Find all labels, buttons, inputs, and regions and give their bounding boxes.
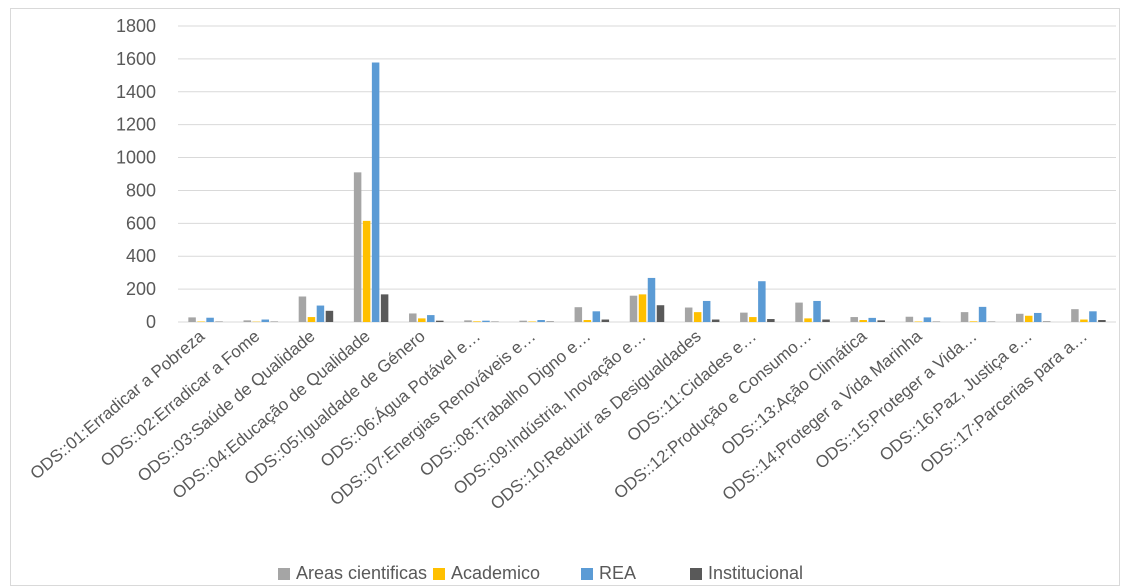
bar [749,317,757,322]
bar [188,317,196,322]
bar [629,295,638,322]
category-label: ODS::04:Educação de Qualidade [169,327,374,503]
bar [574,307,583,322]
bar [1080,319,1088,322]
bar [1098,320,1106,322]
y-tick-label: 1400 [116,82,156,102]
bar [482,320,490,322]
bar [740,312,748,322]
bar [316,305,325,322]
legend-label: Areas cientificas [296,563,427,583]
legend-swatch [581,568,593,580]
bar [850,317,858,322]
y-tick-label: 1200 [116,115,156,135]
bar [702,300,711,322]
bar [656,305,665,322]
bar [960,312,969,322]
bar [464,320,472,322]
y-tick-label: 1600 [116,49,156,69]
bar [1089,311,1097,322]
bar [1015,313,1024,322]
bar [519,320,527,322]
bar [978,306,987,322]
bar [647,277,656,322]
bar [905,316,914,322]
bar [1033,312,1042,322]
legend-label: Institucional [708,563,803,583]
y-tick-label: 200 [126,279,156,299]
bar [923,317,932,322]
bar [380,294,389,322]
bar [206,317,214,322]
bar [261,319,270,322]
bar [767,319,775,322]
bar [418,318,426,322]
chart-frame [10,8,1120,586]
bar [592,311,601,322]
bar [601,319,610,322]
bar [804,318,812,322]
bar [362,220,371,322]
y-tick-label: 800 [126,180,156,200]
bar [868,317,876,322]
bar [371,62,380,323]
bar [758,281,766,322]
bar [325,310,334,322]
y-tick-label: 1800 [116,16,156,36]
bar [307,317,316,322]
bar [1071,309,1079,322]
bar [1024,315,1033,322]
category-label: ODS::12:Produção e Consumo… [610,327,815,503]
legend-label: REA [599,563,636,583]
legend-label: Academico [451,563,540,583]
legend-swatch [690,568,702,580]
bar [969,321,978,322]
bar [473,321,481,322]
y-tick-label: 400 [126,246,156,266]
bar [638,294,647,322]
bar [859,320,867,322]
y-tick-label: 0 [146,312,156,332]
bar [436,320,444,322]
category-label: ODS::14:Proteger a Vida Marinha [719,326,926,504]
bar [711,319,720,322]
bar [693,312,702,322]
bar [243,320,252,322]
bar [877,320,885,322]
legend-swatch [433,568,445,580]
bar [409,313,417,322]
bar [813,300,821,322]
legend-swatch [278,568,290,580]
y-tick-label: 600 [126,213,156,233]
bar [795,302,803,322]
bar [427,315,435,322]
bar [537,320,545,322]
y-tick-label: 1000 [116,148,156,168]
bar [353,172,362,322]
bar [822,319,830,322]
bar [684,307,693,322]
bar [298,296,307,322]
bar [583,320,592,322]
